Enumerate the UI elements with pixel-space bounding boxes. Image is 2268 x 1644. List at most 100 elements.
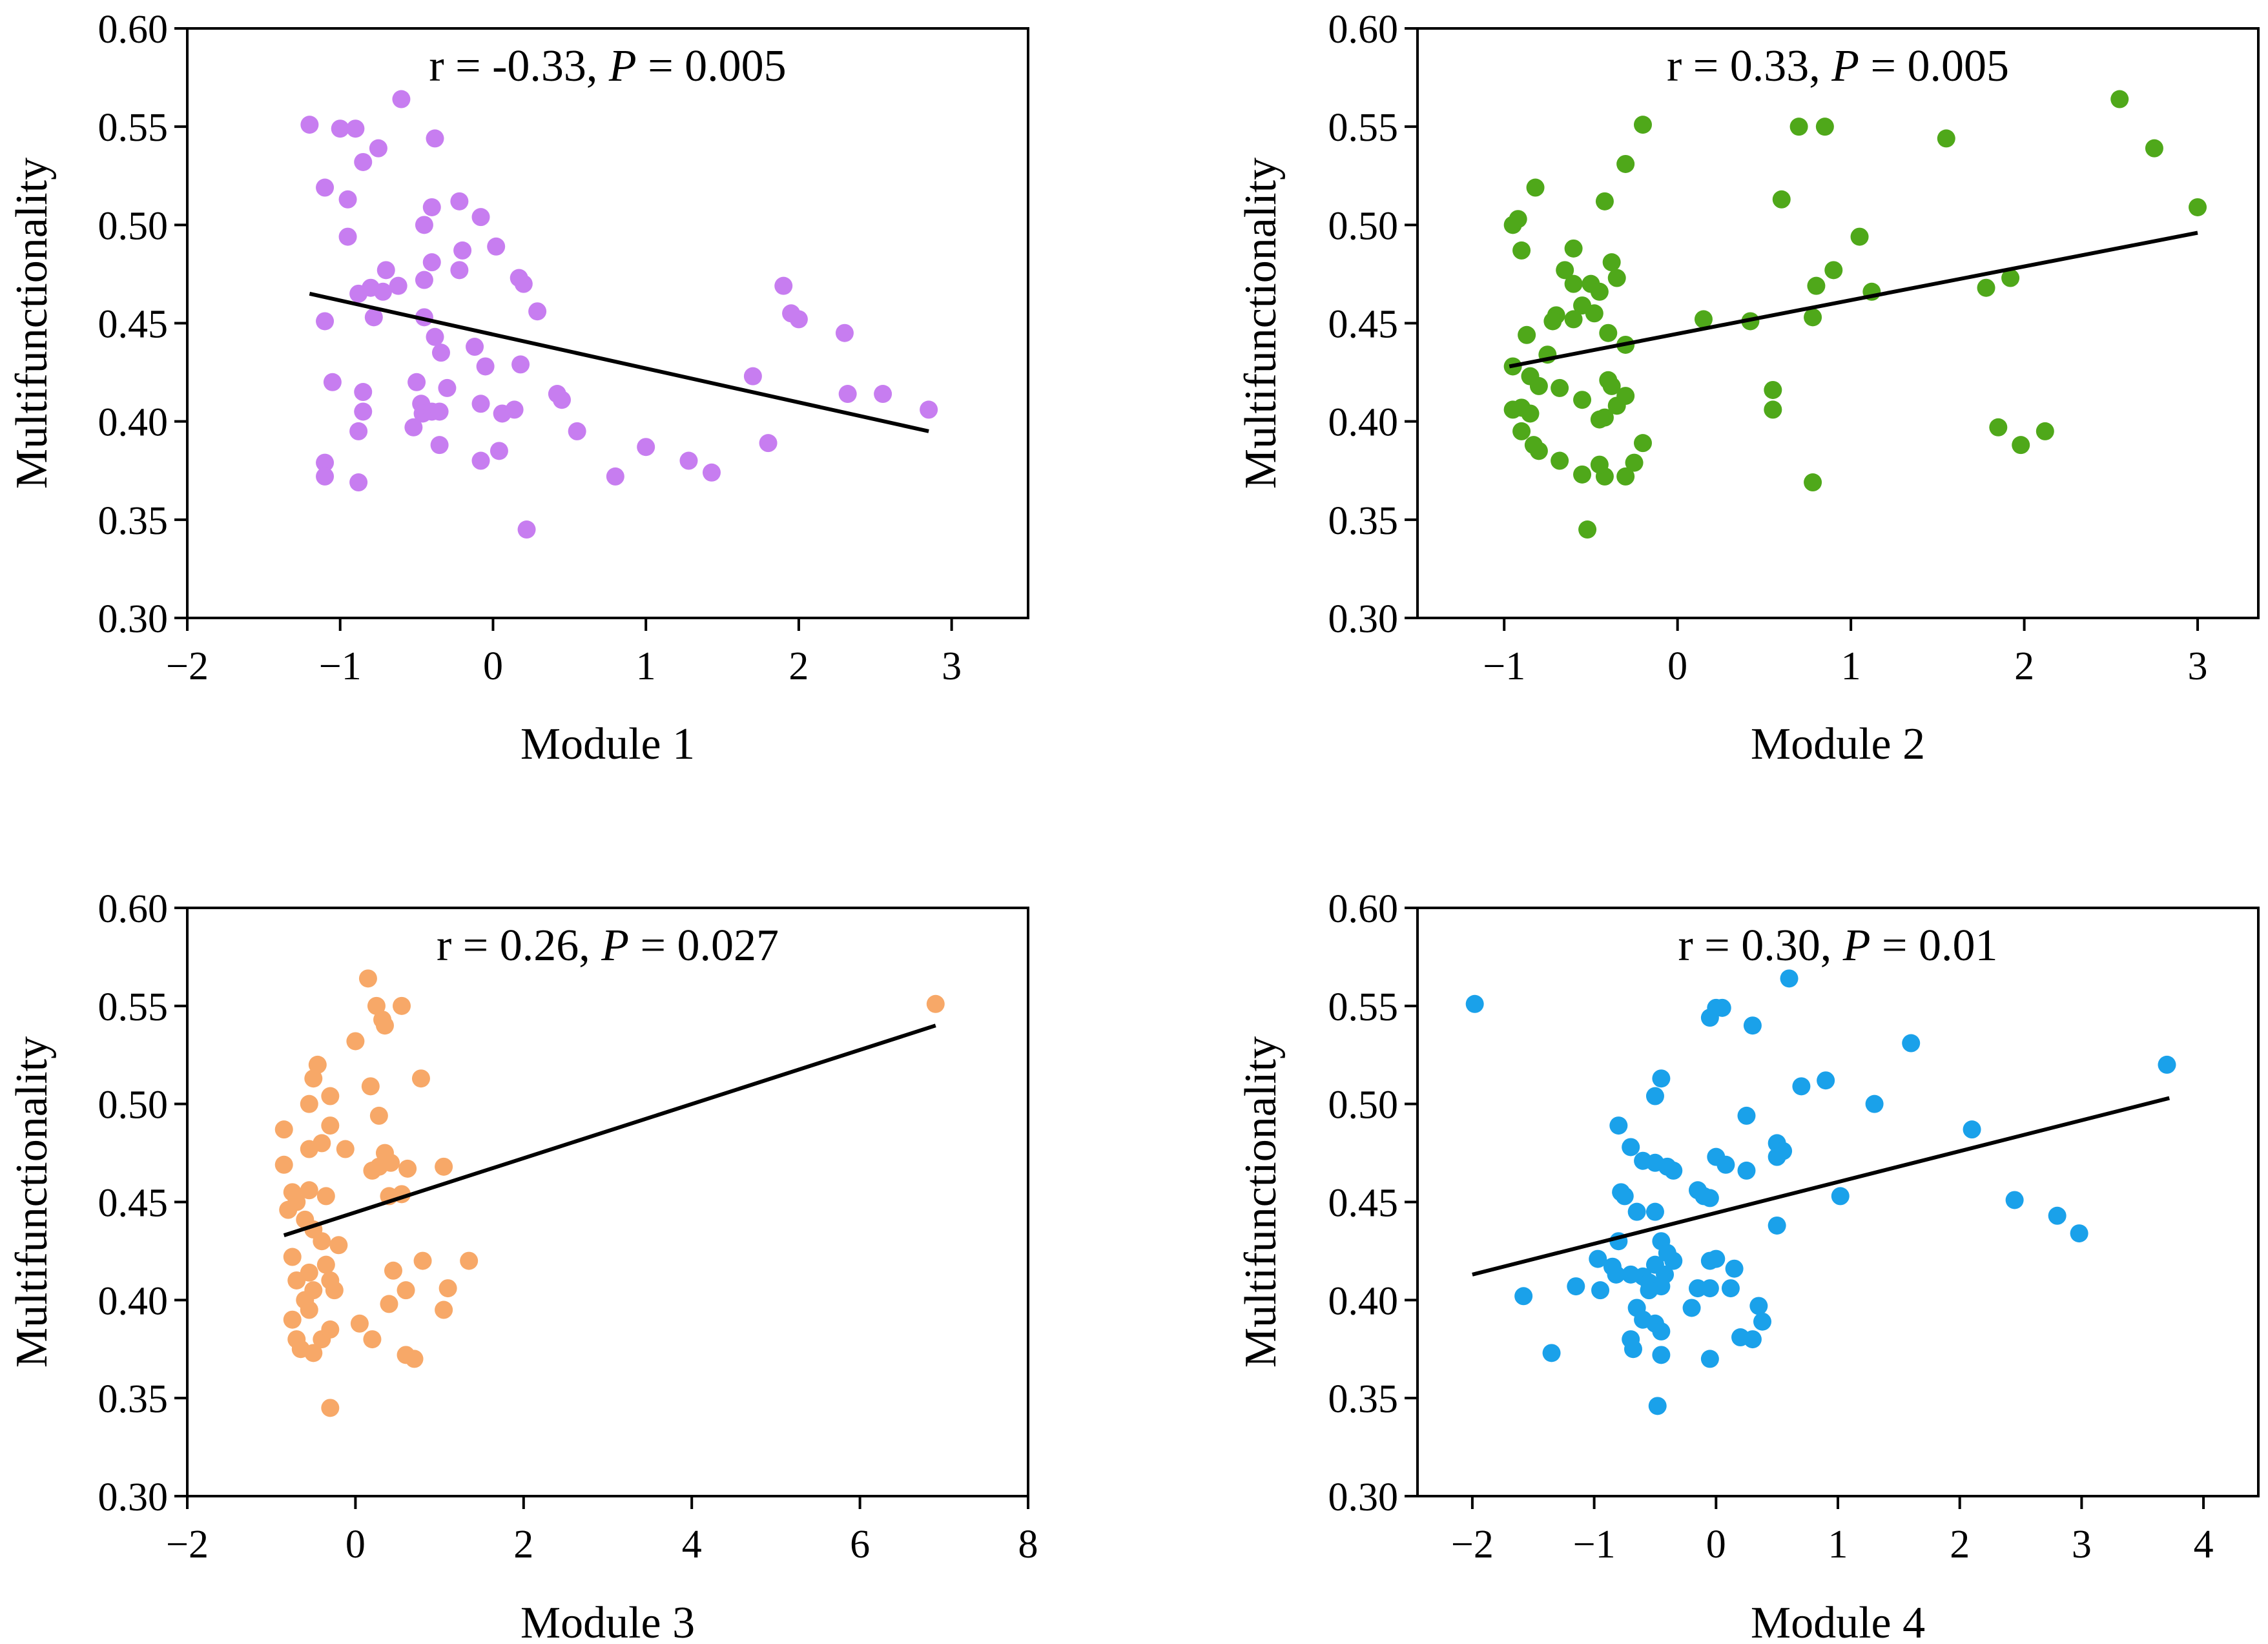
scatter-point (1590, 455, 1609, 474)
panel-module-4: 0.30 0.35 0.40 0.45 0.50 0.55 0.60 −2 −1 0 1 2 3 4 Mod… (1236, 887, 2260, 1644)
scatter-point (487, 237, 506, 256)
plot-frame (186, 907, 1029, 1497)
scatter-point (300, 116, 319, 134)
scatter-point (1633, 434, 1652, 453)
scatter-point (1652, 1322, 1671, 1341)
scatter-point (361, 1077, 380, 1096)
scatter-point (517, 520, 536, 539)
scatter-point (346, 1032, 365, 1051)
scatter-point (1743, 1016, 1762, 1035)
correlation-annotation: r = 0.30, P = 0.01 (1678, 921, 1997, 971)
scatter-point (1589, 1249, 1607, 1268)
scatter-point (375, 1016, 394, 1035)
panel-module-1: 0.30 0.35 0.40 0.45 0.50 0.55 0.60 −2 −1 0 1 2 3 Modu… (7, 8, 1029, 769)
scatter-point (702, 463, 721, 482)
scatter-point (1529, 376, 1548, 395)
scatter-point (514, 274, 533, 293)
scatter-point (415, 271, 433, 289)
scatter-point (874, 385, 892, 404)
scatter-point (430, 402, 449, 421)
scatter-point (1749, 1297, 1768, 1315)
y-tick-label: 0.55 (98, 985, 169, 1029)
scatter-point (528, 302, 547, 321)
scatter-point (321, 1087, 340, 1105)
x-tick-label: −2 (166, 644, 209, 688)
panel-module-2: 0.30 0.35 0.40 0.45 0.50 0.55 0.60 −1 0 1 2 3 Module… (1236, 8, 2260, 769)
scatter-point (1652, 1069, 1671, 1088)
scatter-point (1599, 324, 1618, 342)
correlation-annotation: r = 0.26, P = 0.027 (437, 921, 779, 971)
scatter-point (349, 422, 368, 440)
scatter-point (1902, 1034, 1921, 1053)
scatter-point (426, 129, 444, 148)
x-axis-title: Module 4 (1751, 1598, 1925, 1644)
scatter-point (1512, 422, 1531, 440)
scatter-point (279, 1200, 298, 1219)
y-tick-label: 0.30 (1328, 1475, 1399, 1519)
scatter-point (1602, 376, 1621, 395)
scatter-point (274, 1155, 293, 1174)
y-tick-label: 0.40 (1328, 1279, 1399, 1323)
scatter-point (1713, 998, 1731, 1017)
x-tick-label: 4 (682, 1523, 702, 1567)
scatter-point (1512, 241, 1531, 260)
scatter-point (431, 344, 450, 362)
scatter-point (422, 198, 441, 216)
scatter-point (415, 216, 433, 234)
y-tick-label: 0.55 (1328, 985, 1399, 1029)
x-tick-label: 0 (345, 1523, 366, 1567)
scatter-point (1526, 178, 1545, 197)
annotation-prefix: r = -0.33, (429, 41, 609, 91)
scatter-point (1700, 1350, 1719, 1368)
scatter-point (1622, 1138, 1640, 1156)
scatter-point (1645, 1087, 1664, 1105)
scatter-point (430, 436, 449, 455)
scatter-point (1764, 400, 1782, 419)
scatter-point (471, 208, 490, 227)
x-tick-label: 1 (1841, 644, 1861, 688)
x-tick-label: 3 (2072, 1523, 2092, 1567)
x-tick-label: 8 (1018, 1523, 1038, 1567)
y-tick-label: 0.45 (98, 1182, 169, 1226)
y-tick-label: 0.30 (98, 597, 169, 641)
scatter-point (1937, 129, 1955, 148)
scatter-point (2005, 1191, 2024, 1209)
scatter-point (338, 227, 357, 246)
panel-module-3: 0.30 0.35 0.40 0.45 0.50 0.55 0.60 −2 0 2 4 6 8 Modul… (7, 887, 1038, 1644)
scatter-point (369, 1106, 388, 1125)
scatter-point (405, 1350, 424, 1368)
scatter-point (413, 1251, 432, 1270)
x-tick-label: 0 (483, 644, 503, 688)
scatter-point (304, 1069, 323, 1088)
scatter-point (354, 152, 373, 171)
scatter-point (404, 418, 423, 437)
scatter-point (411, 1069, 430, 1088)
y-tick-label: 0.50 (1328, 204, 1399, 248)
scatter-point (287, 1271, 306, 1290)
annotation-prefix: r = 0.30, (1678, 921, 1842, 971)
scatter-point (1689, 1279, 1707, 1298)
x-tick-label: 2 (2014, 644, 2034, 688)
scatter-point (1664, 1161, 1683, 1180)
scatter-point (759, 434, 778, 453)
scatter-point (1963, 1120, 1981, 1139)
scatter-point (316, 178, 335, 197)
scatter-point (316, 312, 335, 331)
scatter-point (1772, 190, 1791, 209)
scatter-point (1622, 1265, 1640, 1284)
scatter-point (1804, 308, 1822, 327)
scatter-point (300, 1300, 318, 1319)
scatter-point (358, 969, 377, 988)
scatter-point (1607, 269, 1626, 287)
scatter-point (838, 385, 857, 404)
scatter-point (471, 451, 490, 470)
scatter-point (679, 451, 698, 470)
scatter-point (1804, 473, 1822, 492)
scatter-point (336, 1140, 355, 1158)
scatter-point (606, 467, 624, 486)
scatter-point (376, 261, 395, 280)
scatter-point (476, 357, 495, 376)
scatter-point (490, 442, 508, 460)
scatter-point (363, 1330, 382, 1349)
